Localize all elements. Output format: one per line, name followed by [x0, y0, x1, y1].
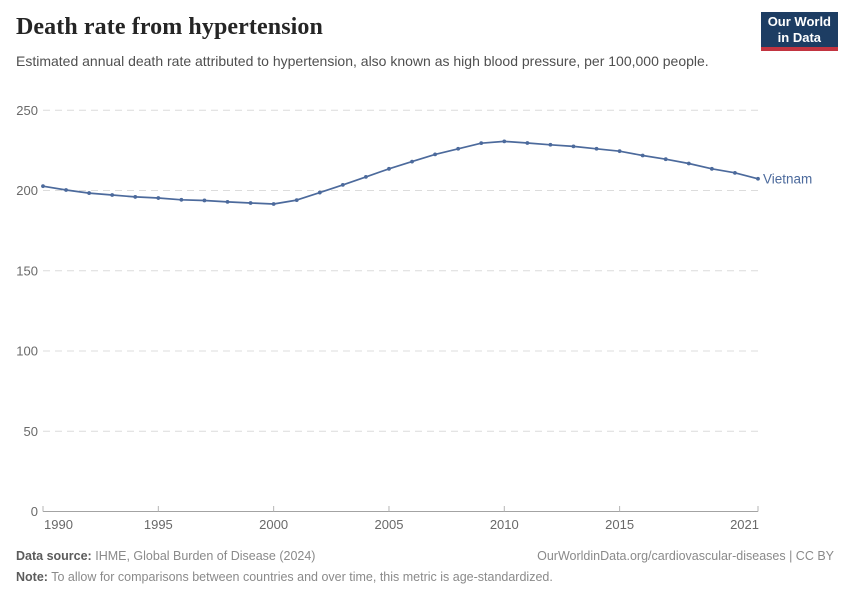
- owid-citation-link[interactable]: OurWorldinData.org/cardiovascular-diseas…: [537, 549, 834, 563]
- data-point-vietnam-1999: [248, 201, 253, 205]
- data-point-vietnam-1993: [110, 193, 115, 197]
- y-tick-label-100: 100: [16, 344, 38, 359]
- data-point-vietnam-2002: [317, 190, 322, 195]
- x-tick-label-1995: 1995: [144, 517, 173, 532]
- data-point-vietnam-2013: [571, 144, 576, 149]
- x-tick-label-2005: 2005: [375, 517, 404, 532]
- y-tick-label-50: 50: [24, 424, 38, 439]
- chart-footer: Data source: IHME, Global Burden of Dise…: [16, 546, 834, 588]
- data-point-vietnam-2000: [271, 202, 276, 206]
- data-point-vietnam-1990: [41, 184, 45, 189]
- y-tick-label-250: 250: [16, 103, 38, 118]
- line-chart-plot: 0 50 100 150 200 250 1990 1995 2000 2005 2010 2015 2…: [16, 103, 812, 532]
- data-point-vietnam-2011: [525, 141, 530, 145]
- y-tick-label-150: 150: [16, 263, 38, 278]
- data-point-vietnam-2015: [617, 149, 622, 154]
- note-line: Note: To allow for comparisons between c…: [16, 567, 834, 588]
- data-point-vietnam-2009: [479, 141, 484, 146]
- data-point-vietnam-2014: [594, 146, 599, 151]
- chart-subtitle: Estimated annual death rate attributed t…: [16, 53, 709, 69]
- data-point-vietnam-1991: [64, 188, 68, 192]
- data-point-vietnam-2017: [663, 157, 668, 162]
- data-point-vietnam-2007: [433, 152, 437, 157]
- data-source-label: Data source:: [16, 549, 92, 563]
- y-tick-label-200: 200: [16, 183, 38, 198]
- data-point-vietnam-1995: [156, 196, 161, 200]
- chart-title: Death rate from hypertension: [16, 14, 323, 40]
- owid-logo-line1: Our World: [767, 14, 831, 29]
- data-point-vietnam-2001: [294, 198, 299, 203]
- data-point-vietnam-2004: [364, 174, 368, 179]
- data-point-vietnam-1997: [202, 198, 207, 203]
- data-point-vietnam-2019: [709, 166, 714, 171]
- data-point-vietnam-2005: [387, 166, 391, 171]
- data-point-vietnam-2006: [410, 159, 414, 164]
- series-label-vietnam: Vietnam: [763, 171, 812, 186]
- owid-logo[interactable]: Our World in Data: [760, 12, 838, 51]
- x-tick-label-2000: 2000: [259, 517, 288, 532]
- data-point-vietnam-2003: [340, 182, 345, 187]
- x-tick-label-2010: 2010: [490, 517, 519, 532]
- data-line-vietnam: [42, 140, 759, 205]
- data-point-vietnam-2010: [502, 139, 507, 144]
- data-point-vietnam-2018: [686, 161, 691, 166]
- data-point-vietnam-1996: [179, 197, 184, 202]
- note-label: Note:: [16, 570, 48, 584]
- data-point-vietnam-1998: [225, 199, 230, 204]
- data-point-vietnam-2008: [456, 146, 461, 151]
- owid-logo-line2: in Data: [777, 30, 822, 45]
- data-source-value: IHME, Global Burden of Disease (2024): [95, 549, 316, 563]
- x-tick-label-2015: 2015: [605, 517, 634, 532]
- data-point-vietnam-2012: [548, 142, 553, 147]
- x-tick-label-1990: 1990: [44, 517, 73, 532]
- data-point-vietnam-1994: [133, 195, 138, 199]
- data-point-vietnam-2021: [756, 176, 760, 181]
- x-tick-label-2021: 2021: [730, 517, 759, 532]
- note-value: To allow for comparisons between countri…: [51, 570, 553, 584]
- data-source-line: Data source: IHME, Global Burden of Dise…: [16, 546, 834, 567]
- data-point-vietnam-2020: [733, 170, 737, 175]
- y-tick-label-0: 0: [31, 504, 38, 519]
- data-point-vietnam-2016: [640, 153, 645, 158]
- data-point-vietnam-1992: [87, 191, 92, 195]
